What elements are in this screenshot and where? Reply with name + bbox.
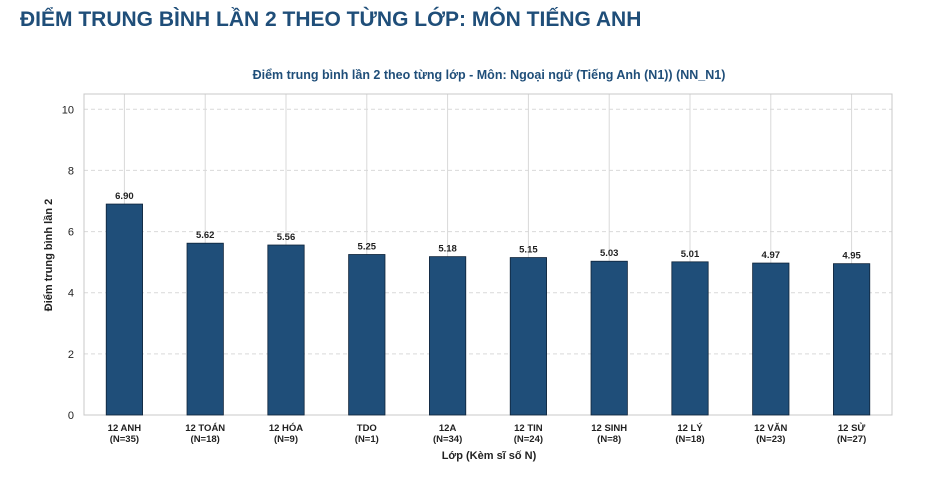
bar bbox=[752, 262, 790, 416]
x-tick-label: 12 TOÁN bbox=[185, 423, 225, 434]
y-tick-label: 4 bbox=[68, 288, 74, 300]
x-tick-label: 12 SỬ bbox=[838, 422, 866, 434]
x-tick-sublabel: (N=18) bbox=[191, 434, 220, 445]
bar bbox=[509, 257, 547, 416]
x-tick-sublabel: (N=27) bbox=[837, 434, 866, 445]
bar-value-label: 5.03 bbox=[600, 248, 619, 259]
bar-value-label: 5.15 bbox=[519, 245, 538, 256]
bar bbox=[105, 203, 143, 416]
y-tick-label: 10 bbox=[62, 104, 74, 116]
x-tick-label: 12 SINH bbox=[591, 423, 627, 434]
x-tick-label: 12A bbox=[439, 423, 457, 434]
x-tick-label: 12 TIN bbox=[514, 423, 543, 434]
bar-value-label: 5.56 bbox=[277, 232, 296, 243]
bar-value-label: 4.97 bbox=[762, 250, 781, 261]
x-tick-sublabel: (N=9) bbox=[274, 434, 298, 445]
y-tick-label: 6 bbox=[68, 227, 74, 239]
x-tick-sublabel: (N=1) bbox=[355, 434, 379, 445]
x-tick-label: 12 VĂN bbox=[754, 423, 787, 434]
x-tick-sublabel: (N=35) bbox=[110, 434, 139, 445]
y-tick-label: 8 bbox=[68, 165, 74, 177]
x-tick-label: 12 LÝ bbox=[677, 422, 703, 434]
bar-value-label: 5.25 bbox=[358, 242, 377, 253]
bar bbox=[429, 256, 467, 416]
x-tick-label: TDO bbox=[357, 423, 377, 434]
x-tick-sublabel: (N=24) bbox=[514, 434, 543, 445]
plot-area bbox=[83, 93, 893, 416]
x-tick-sublabel: (N=34) bbox=[433, 434, 462, 445]
bar bbox=[833, 263, 871, 416]
chart-title: Điểm trung bình lần 2 theo từng lớp - Mô… bbox=[253, 68, 726, 82]
x-tick-sublabel: (N=8) bbox=[597, 434, 621, 445]
bar-value-label: 4.95 bbox=[842, 251, 861, 262]
bar-value-label: 5.62 bbox=[196, 230, 215, 241]
y-tick-label: 0 bbox=[68, 410, 74, 422]
bars bbox=[105, 203, 871, 416]
bar bbox=[671, 261, 709, 416]
bar bbox=[348, 254, 386, 416]
x-tick-label: 12 HÓA bbox=[269, 422, 303, 434]
x-tick-sublabel: (N=18) bbox=[675, 434, 704, 445]
bar bbox=[267, 244, 305, 416]
x-tick-label: 12 ANH bbox=[108, 423, 142, 434]
bar-value-label: 5.01 bbox=[681, 249, 700, 260]
x-axis-label: Lớp (Kèm sĩ số N) bbox=[442, 450, 537, 462]
y-axis-label: Điểm trung bình lần 2 bbox=[43, 199, 55, 311]
bar-value-label: 6.90 bbox=[115, 191, 134, 202]
page-title: ĐIỂM TRUNG BÌNH LẦN 2 THEO TỪNG LỚP: MÔN… bbox=[20, 8, 642, 31]
bar-value-label: 5.18 bbox=[438, 244, 457, 255]
bar bbox=[186, 242, 224, 416]
bar bbox=[590, 260, 628, 416]
x-tick-sublabel: (N=23) bbox=[756, 434, 785, 445]
y-tick-label: 2 bbox=[68, 349, 74, 361]
